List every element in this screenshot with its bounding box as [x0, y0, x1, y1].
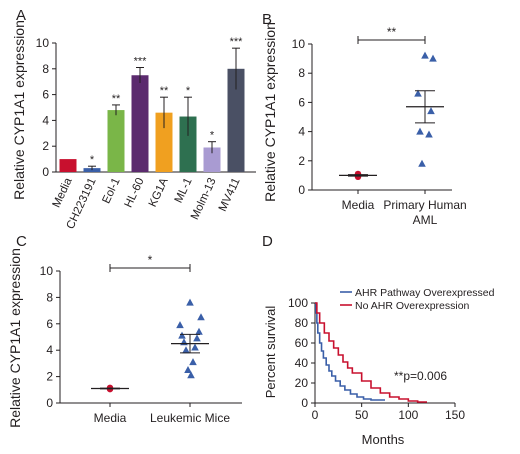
panel-c-y-tick-label: 4	[46, 343, 53, 357]
panel-d-x-tick-label: 100	[398, 408, 418, 422]
panel-d-y-tick-label: 60	[295, 336, 309, 350]
panel-c-ylabel: Relative CYP1A1 expression	[7, 248, 23, 428]
panel-c-y-tick-label: 8	[46, 290, 53, 304]
panel-letter-c: C	[16, 233, 27, 250]
panel-b-significance-marker: **	[387, 25, 397, 39]
bar-kg1a	[155, 112, 173, 172]
panel-b-data-point	[427, 107, 435, 115]
panel-c-chart: 0 2 4 6 8 10 Media Leukemic Mice *	[40, 253, 242, 425]
panel-d-x-tick-label: 0	[312, 408, 319, 422]
panel-b-y-tick-label: 6	[298, 95, 305, 109]
panel-b-y-tick-label: 0	[298, 183, 305, 197]
panel-b-category-label: Media	[342, 198, 375, 212]
panel-d-y-tick-label: 0	[301, 396, 308, 410]
panel-c-y-tick-label: 10	[40, 264, 54, 278]
panel-c-data-point	[187, 371, 195, 379]
legend-label: AHR Pathway Overexpressed	[355, 287, 495, 299]
significance-marker: **	[160, 85, 169, 97]
panel-c-data-point	[197, 313, 205, 321]
panel-a-chart: 0246810Media*CH223191**Eol-1***HL-60**KG…	[36, 36, 256, 231]
category-label: Media	[51, 176, 75, 210]
category-label: MV411	[217, 176, 243, 213]
panel-c-y-tick-label: 0	[46, 396, 53, 410]
panel-b-ylabel: Relative CYP1A1 expression	[262, 22, 278, 202]
panel-c-y-tick-label: 6	[46, 317, 53, 331]
panel-d-x-tick-label: 150	[445, 408, 465, 422]
panel-a-y-tick-label: 6	[42, 88, 49, 102]
significance-marker: **	[112, 93, 121, 105]
panel-b-data-point	[418, 159, 426, 167]
panel-d-ylabel: Percent survival	[263, 306, 278, 399]
significance-marker: *	[186, 85, 191, 97]
category-label: ML-1	[173, 176, 195, 205]
panel-d-xlabel: Months	[362, 432, 405, 447]
bar-hl-60	[131, 75, 149, 172]
panel-d-chart: 0 20 40 60 80 100 0 50 100 150 AHR Pathway Overexp…	[288, 287, 495, 422]
panel-b-data-point	[425, 130, 433, 138]
panel-d-y-tick-label: 40	[295, 356, 309, 370]
panel-c-category-label: Leukemic Mice	[150, 411, 230, 425]
panel-c-category-label: Media	[94, 411, 127, 425]
panel-b-data-point	[429, 54, 437, 62]
panel-b-data-point	[421, 51, 429, 59]
panel-a-y-tick-label: 0	[42, 165, 49, 179]
significance-marker: ***	[134, 56, 148, 68]
panel-b-category-label: AML	[413, 213, 438, 227]
panel-a-y-tick-label: 4	[42, 113, 49, 127]
panel-d-y-tick-label: 100	[288, 296, 308, 310]
panel-d-y-tick-label: 20	[295, 376, 309, 390]
survival-curve-ahr-overexpressed	[315, 302, 385, 401]
panel-a-y-tick-label: 2	[42, 139, 49, 153]
panel-c-data-point	[182, 346, 190, 354]
significance-marker: *	[90, 154, 95, 166]
panel-d-y-tick-label: 80	[295, 316, 309, 330]
panel-letter-a: A	[16, 7, 26, 24]
panel-b-y-tick-label: 2	[298, 154, 305, 168]
significance-marker: ***	[230, 36, 244, 48]
bar-molm-13	[203, 147, 221, 172]
panel-c-data-point	[189, 358, 197, 366]
bar-mv411	[227, 68, 245, 172]
panel-a-y-tick-label: 8	[42, 62, 49, 76]
panel-a-y-tick-label: 10	[36, 36, 50, 50]
panel-c-data-point	[176, 321, 184, 329]
panel-c-data-point	[195, 327, 203, 335]
bar-ml-1	[179, 116, 197, 172]
panel-b-category-label: Primary Human	[383, 198, 466, 212]
survival-curve-no-ahr-overexpression	[315, 302, 427, 403]
panel-c-y-tick-label: 2	[46, 370, 53, 384]
panel-c-data-point	[193, 334, 201, 342]
panel-d-pvalue-annotation: **p=0.006	[394, 369, 447, 383]
category-label: KG1A	[147, 176, 171, 209]
category-label: HL-60	[123, 176, 147, 209]
panel-c-data-point	[184, 366, 192, 373]
bar-media	[59, 159, 77, 172]
panel-b-data-point	[416, 127, 424, 135]
panel-c-significance-marker: *	[148, 253, 153, 267]
panel-c-data-point	[191, 343, 199, 351]
panel-c-data-point	[186, 298, 194, 306]
legend-label: No AHR Overexpression	[355, 300, 470, 312]
panel-b-data-point	[414, 89, 422, 97]
panel-d-x-tick-label: 50	[355, 408, 369, 422]
panel-b-y-tick-label: 8	[298, 66, 305, 80]
panel-b-y-tick-label: 4	[298, 125, 305, 139]
category-label: Eol-1	[100, 176, 122, 205]
panel-b-y-tick-label: 10	[292, 37, 306, 51]
panel-letter-b: B	[262, 11, 272, 28]
significance-marker: *	[210, 130, 215, 142]
bar-eol-1	[107, 110, 125, 172]
panel-a-ylabel: Relative CYP1A1 expression	[11, 20, 27, 200]
panel-letter-d: D	[262, 233, 273, 250]
panel-c-data-point	[178, 331, 186, 339]
